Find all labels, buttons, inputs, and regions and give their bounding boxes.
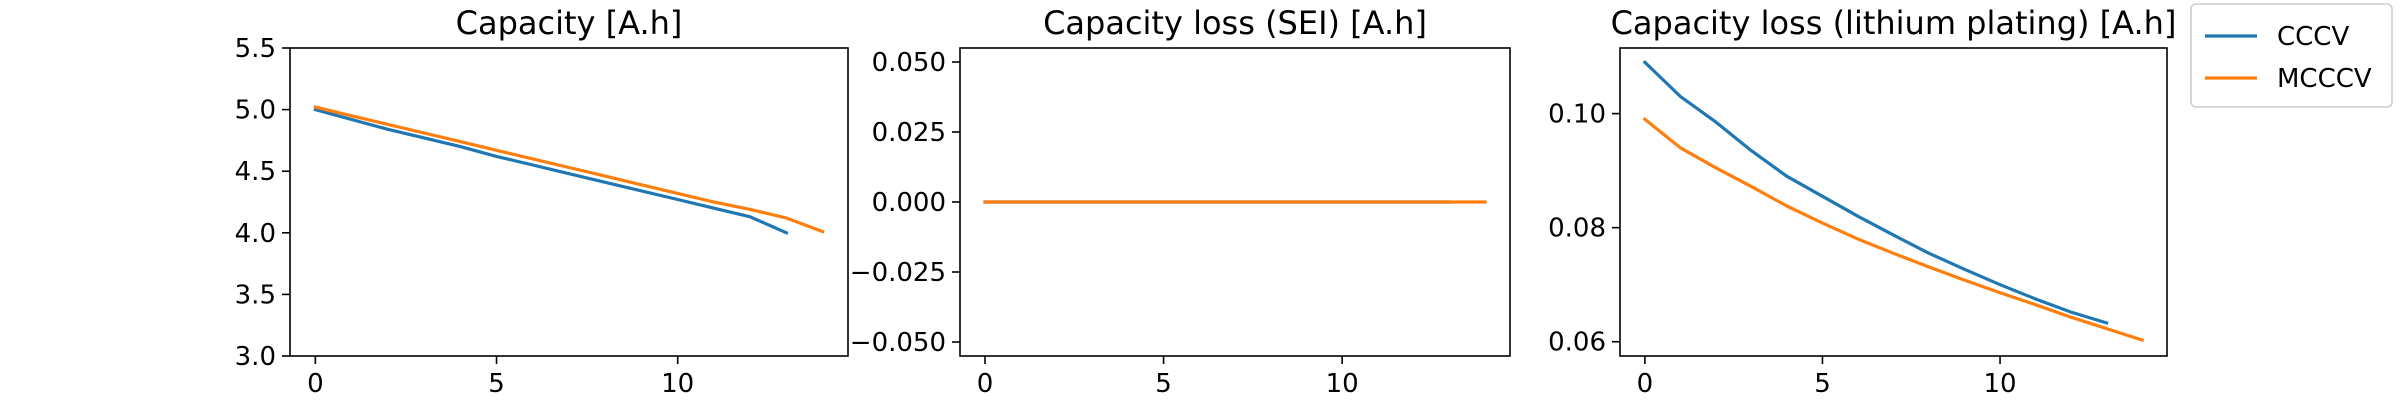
y-tick-label: 0.10 <box>1548 100 1606 130</box>
x-tick-label: 10 <box>1984 369 2017 399</box>
chart-title: Capacity [A.h] <box>456 4 683 42</box>
chart-panels: Capacity [A.h]0 5 103.03.54.04.55.05.5Capa… <box>235 4 2177 399</box>
y-tick-label: 0.06 <box>1548 328 1606 358</box>
y-tick-label: −0.025 <box>850 258 946 288</box>
y-tick-label: 3.5 <box>235 280 276 310</box>
y-tick-label: 5.0 <box>235 96 276 126</box>
axes-frame <box>289 47 849 357</box>
chart-panel-1: Capacity [A.h] 0 5 10 3.0 3.5 4.0 4.5 5.0 5.5 <box>235 4 849 399</box>
x-tick-label: 0 <box>977 369 994 399</box>
x-tick-label: 0 <box>1637 369 1654 399</box>
y-tick-label: 0.025 <box>872 118 946 148</box>
y-tick-label: 0.000 <box>872 188 946 218</box>
legend-label: MCCCV <box>2277 64 2372 94</box>
chart-title: Capacity loss (lithium plating) [A.h] <box>1611 4 2177 42</box>
chart-title: Capacity loss (SEI) [A.h] <box>1043 4 1427 42</box>
x-tick-label: 5 <box>1155 369 1172 399</box>
series-line-mcccv <box>313 105 825 234</box>
x-tick-label: 0 <box>307 369 324 399</box>
x-tick-label: 5 <box>1814 369 1831 399</box>
x-tick-label: 10 <box>661 369 694 399</box>
x-tick-label: 10 <box>1326 369 1359 399</box>
legend: CCCV MCCCV <box>2190 3 2393 108</box>
legend-item-mcccv: MCCCV <box>2205 64 2372 94</box>
legend-box <box>2190 3 2393 108</box>
chart-panel-3: Capacity loss (lithium plating) [A.h] 0 5 1… <box>1548 4 2176 399</box>
series-line-mcccv <box>1642 117 2145 343</box>
axes-frame <box>1619 47 2168 357</box>
y-tick-label: 4.0 <box>235 219 276 249</box>
y-tick-label: 0.050 <box>872 48 946 78</box>
y-tick-label: 5.5 <box>235 34 276 64</box>
series-line-cccv <box>1642 60 2109 325</box>
chart-panel-2: Capacity loss (SEI) [A.h] 0 5 10 −0.050 −0.02… <box>850 4 1511 399</box>
series-line-cccv <box>313 107 789 235</box>
legend-label: CCCV <box>2277 22 2349 52</box>
y-tick-label: 3.0 <box>235 342 276 372</box>
y-tick-label: 0.08 <box>1548 214 1606 244</box>
y-tick-label: −0.050 <box>850 328 946 358</box>
y-tick-label: 4.5 <box>235 157 276 187</box>
x-tick-label: 5 <box>488 369 505 399</box>
legend-item-cccv: CCCV <box>2205 22 2349 52</box>
